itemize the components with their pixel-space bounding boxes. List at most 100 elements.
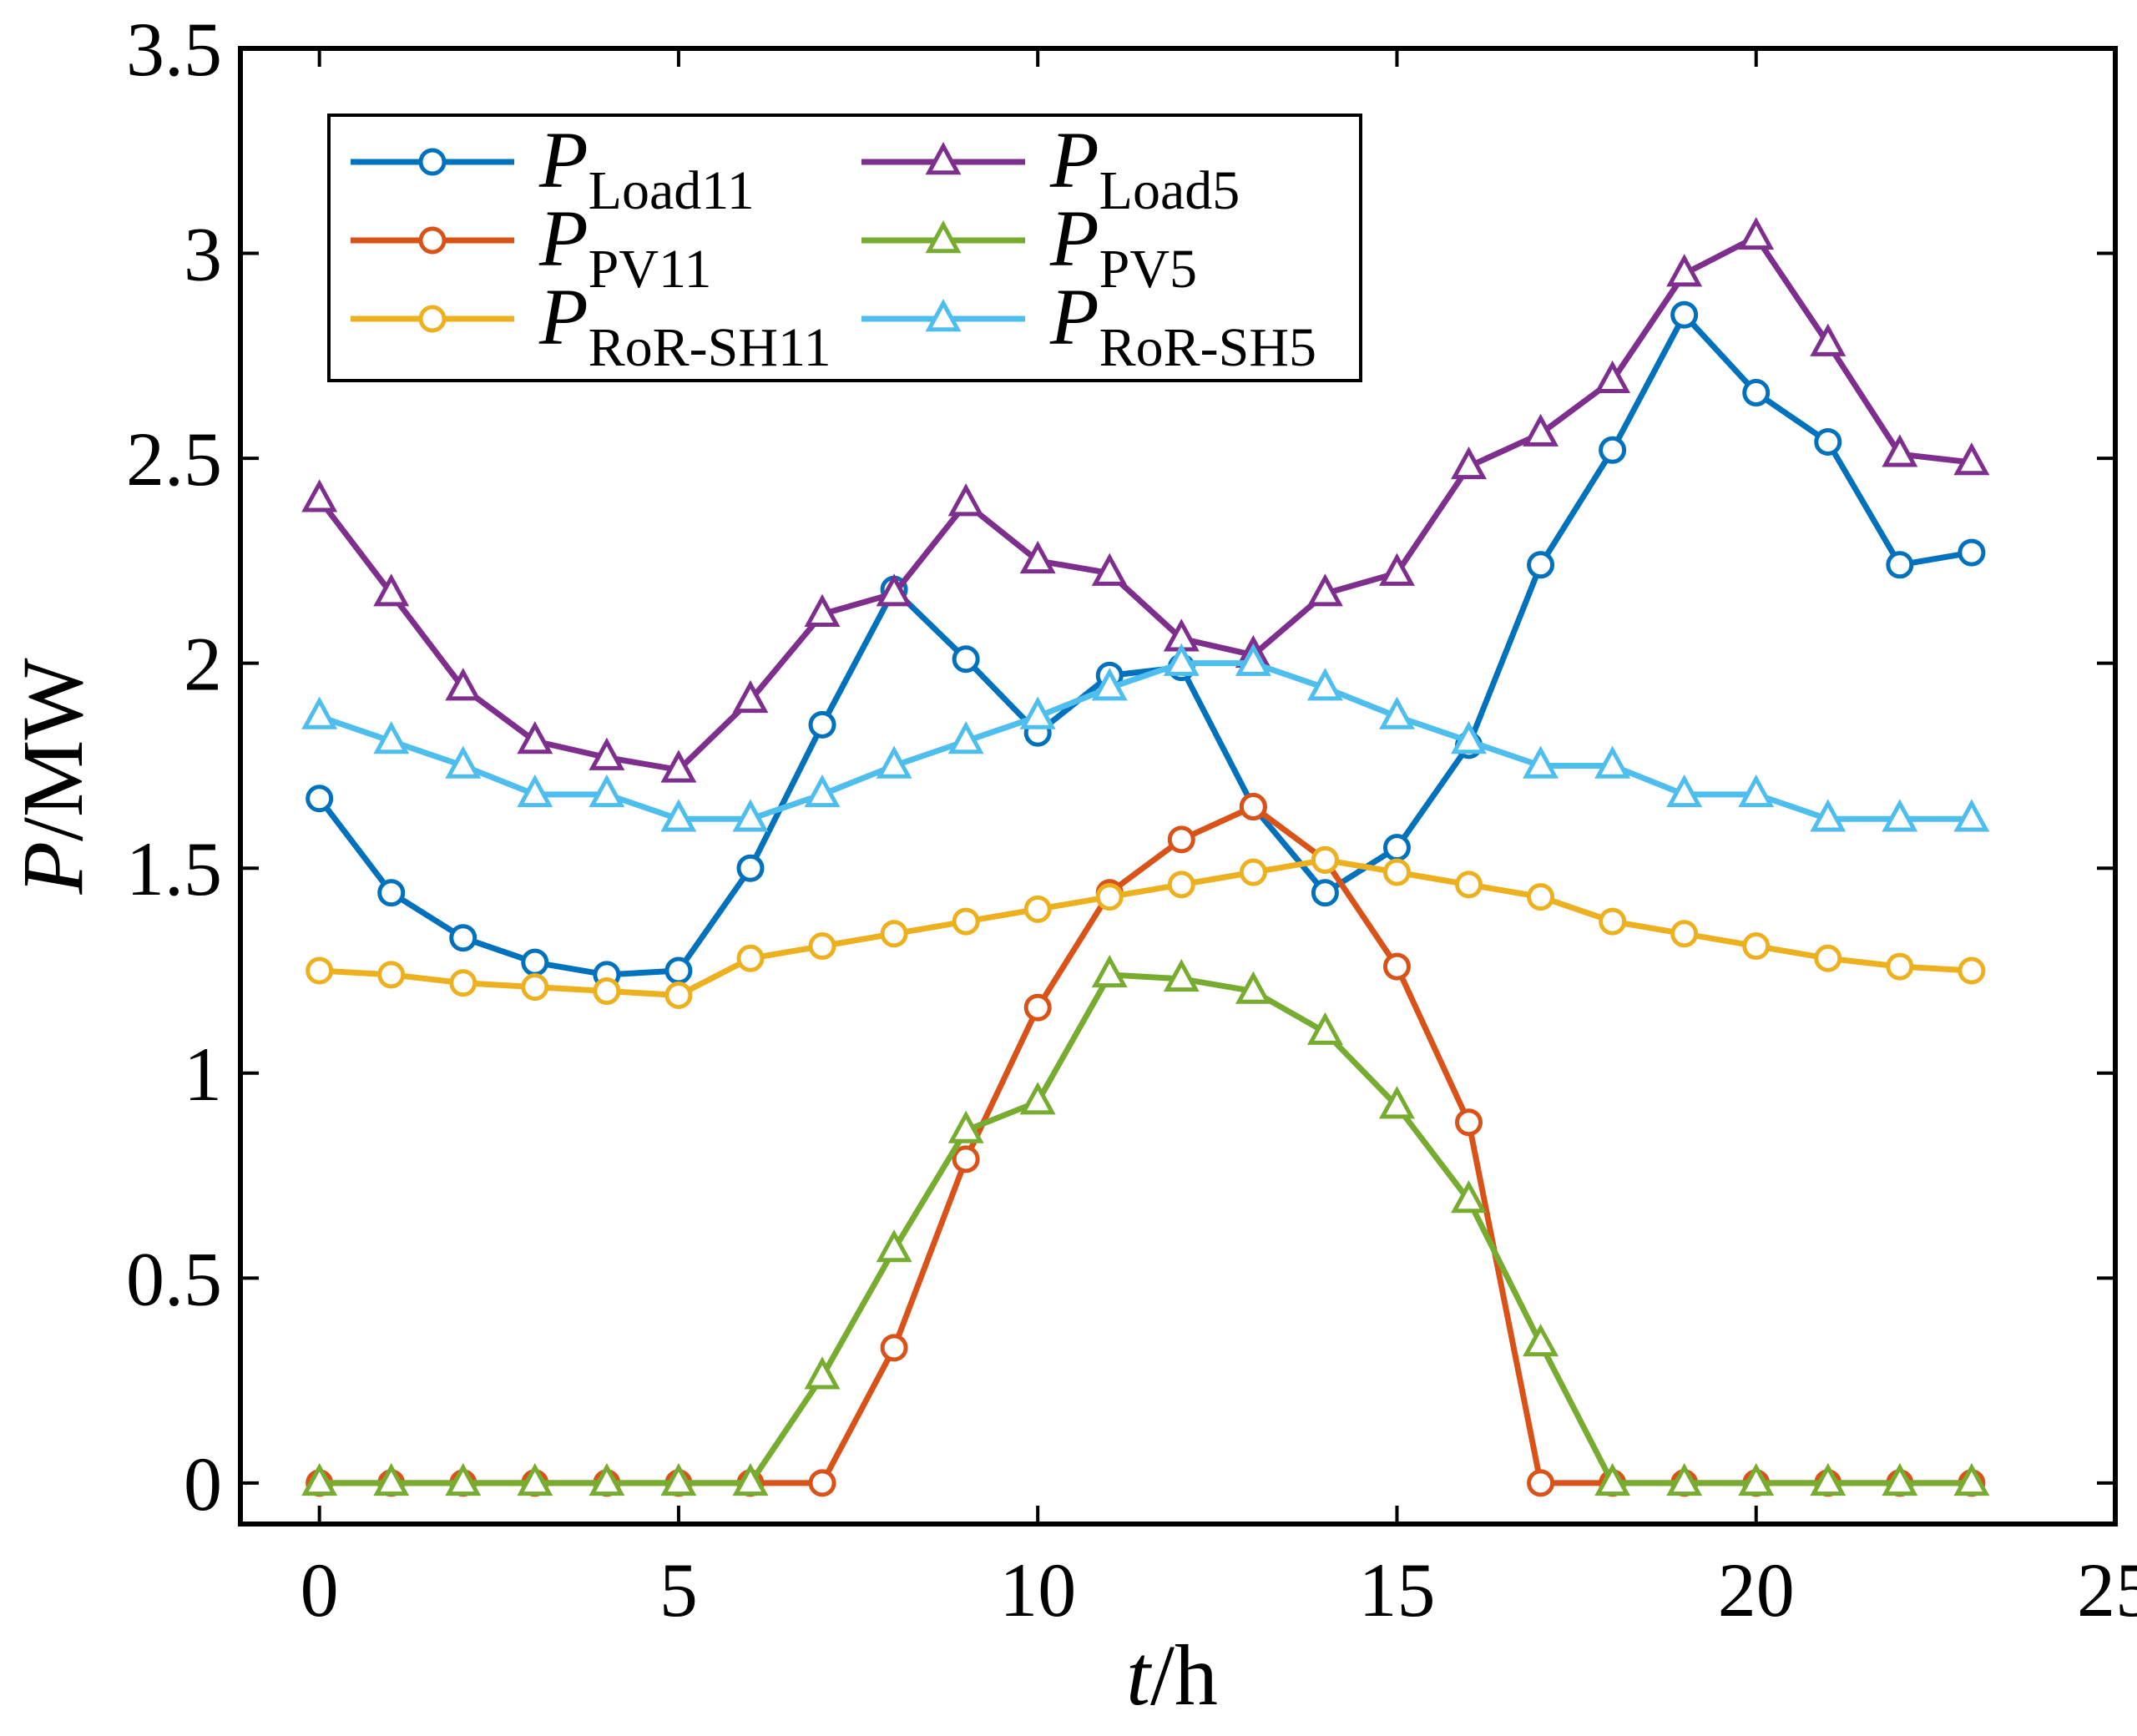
- legend-marker-ror11: [418, 305, 447, 333]
- data-point-pv5: [1163, 958, 1200, 992]
- y-tick-label: 1: [184, 1032, 222, 1117]
- data-point-load5: [1378, 553, 1415, 586]
- legend-symbol: P: [1049, 194, 1099, 283]
- data-point-ror5: [876, 745, 912, 779]
- data-point-load5: [301, 479, 338, 512]
- data-point-load5: [1523, 413, 1559, 447]
- data-point-load11: [1527, 551, 1555, 579]
- legend-symbol: P: [538, 194, 589, 283]
- y-tick-label: 2: [184, 622, 222, 707]
- data-point-ror5: [301, 696, 338, 729]
- data-point-pv11: [1239, 793, 1267, 821]
- data-point-ror11: [1455, 871, 1483, 899]
- data-point-pv5: [589, 1462, 625, 1496]
- legend-marker-pv11: [418, 226, 447, 255]
- data-point-pv11: [952, 1145, 980, 1173]
- data-point-pv5: [1451, 1180, 1487, 1214]
- data-point-ror5: [589, 774, 625, 808]
- data-point-ror5: [732, 799, 769, 832]
- data-point-ror11: [1742, 932, 1771, 961]
- data-point-ror5: [1306, 668, 1343, 701]
- data-point-load5: [373, 573, 410, 607]
- data-point-ror11: [449, 969, 477, 997]
- data-point-load11: [521, 948, 549, 976]
- data-point-load11: [1382, 834, 1411, 862]
- y-axis-unit: /MW: [5, 658, 101, 841]
- data-point-load5: [1882, 434, 1918, 467]
- data-point-ror11: [952, 907, 980, 936]
- axis-ticks: [240, 47, 2117, 1524]
- data-point-ror11: [1239, 858, 1267, 886]
- data-point-pv11: [808, 1469, 836, 1497]
- legend-subscript: Load11: [589, 160, 755, 221]
- data-point-load5: [1666, 254, 1703, 287]
- data-point-load5: [445, 668, 482, 701]
- data-point-ror5: [1163, 643, 1200, 676]
- data-point-pv5: [1738, 1462, 1775, 1496]
- data-point-pv5: [517, 1462, 553, 1496]
- data-point-load5: [1594, 360, 1631, 394]
- data-point-ror5: [1738, 774, 1775, 808]
- data-point-ror11: [306, 956, 334, 985]
- data-point-load5: [1019, 540, 1056, 574]
- x-tick-label: 15: [1358, 1547, 1435, 1633]
- legend-label-pv11: PPV11: [538, 194, 712, 300]
- data-point-load11: [1742, 379, 1771, 407]
- data-point-load5: [660, 749, 697, 783]
- data-point-ror11: [808, 932, 836, 961]
- data-point-pv5: [1953, 1462, 1990, 1496]
- data-point-ror11: [1167, 871, 1195, 899]
- data-point-load5: [1091, 553, 1128, 586]
- legend-symbol: P: [538, 115, 589, 204]
- data-point-pv5: [876, 1229, 912, 1263]
- legend-subscript: PV5: [1099, 239, 1197, 300]
- series-line-pv11: [319, 804, 1972, 1486]
- series-ror11: [306, 845, 1986, 1009]
- data-point-ror5: [1594, 745, 1631, 779]
- data-point-load5: [732, 679, 769, 714]
- data-point-pv5: [1235, 971, 1271, 1004]
- y-tick-label: 2.5: [126, 416, 222, 502]
- data-point-pv5: [1882, 1462, 1918, 1496]
- legend-subscript: RoR-SH11: [589, 317, 831, 378]
- data-point-ror11: [880, 920, 908, 948]
- data-point-ror5: [517, 774, 553, 808]
- data-point-load5: [1738, 216, 1775, 250]
- legend-symbol: P: [538, 272, 589, 361]
- legend-label-ror11: PRoR-SH11: [538, 272, 831, 378]
- data-point-load5: [804, 593, 841, 627]
- data-point-pv5: [1594, 1462, 1631, 1496]
- data-point-ror11: [1095, 883, 1124, 911]
- data-point-pv5: [732, 1462, 769, 1496]
- data-point-pv5: [660, 1462, 697, 1496]
- legend-item-pv11: PPV11: [351, 194, 712, 300]
- y-tick-label: 3: [184, 212, 222, 297]
- data-point-load11: [377, 879, 406, 907]
- legend-subscript: Load5: [1099, 160, 1240, 221]
- series-pv11: [306, 793, 1986, 1497]
- legend-marker-pv5: [925, 220, 962, 254]
- x-tick-label: 25: [2077, 1547, 2137, 1633]
- data-point-pv5: [947, 1110, 984, 1143]
- data-point-load11: [1311, 879, 1339, 907]
- series-line-ror5: [318, 660, 1972, 822]
- data-point-load11: [1599, 436, 1627, 464]
- plot-marks: [301, 216, 1990, 1497]
- data-point-pv5: [804, 1356, 841, 1390]
- data-point-load11: [736, 854, 765, 882]
- data-point-pv5: [445, 1462, 482, 1496]
- data-point-pv11: [1455, 1108, 1483, 1137]
- data-point-ror11: [593, 977, 621, 1006]
- y-tick-label: 0.5: [126, 1236, 222, 1321]
- y-axis-var: P: [5, 841, 101, 896]
- data-point-load5: [589, 737, 625, 770]
- data-point-ror5: [660, 799, 697, 832]
- data-point-load5: [1953, 442, 1990, 476]
- data-point-ror11: [1527, 883, 1555, 911]
- data-point-load11: [1958, 538, 1986, 567]
- series-pv5: [301, 954, 1990, 1496]
- series-line-pv5: [319, 971, 1972, 1486]
- legend-label-load11: PLoad11: [538, 115, 755, 221]
- data-point-load5: [517, 721, 553, 754]
